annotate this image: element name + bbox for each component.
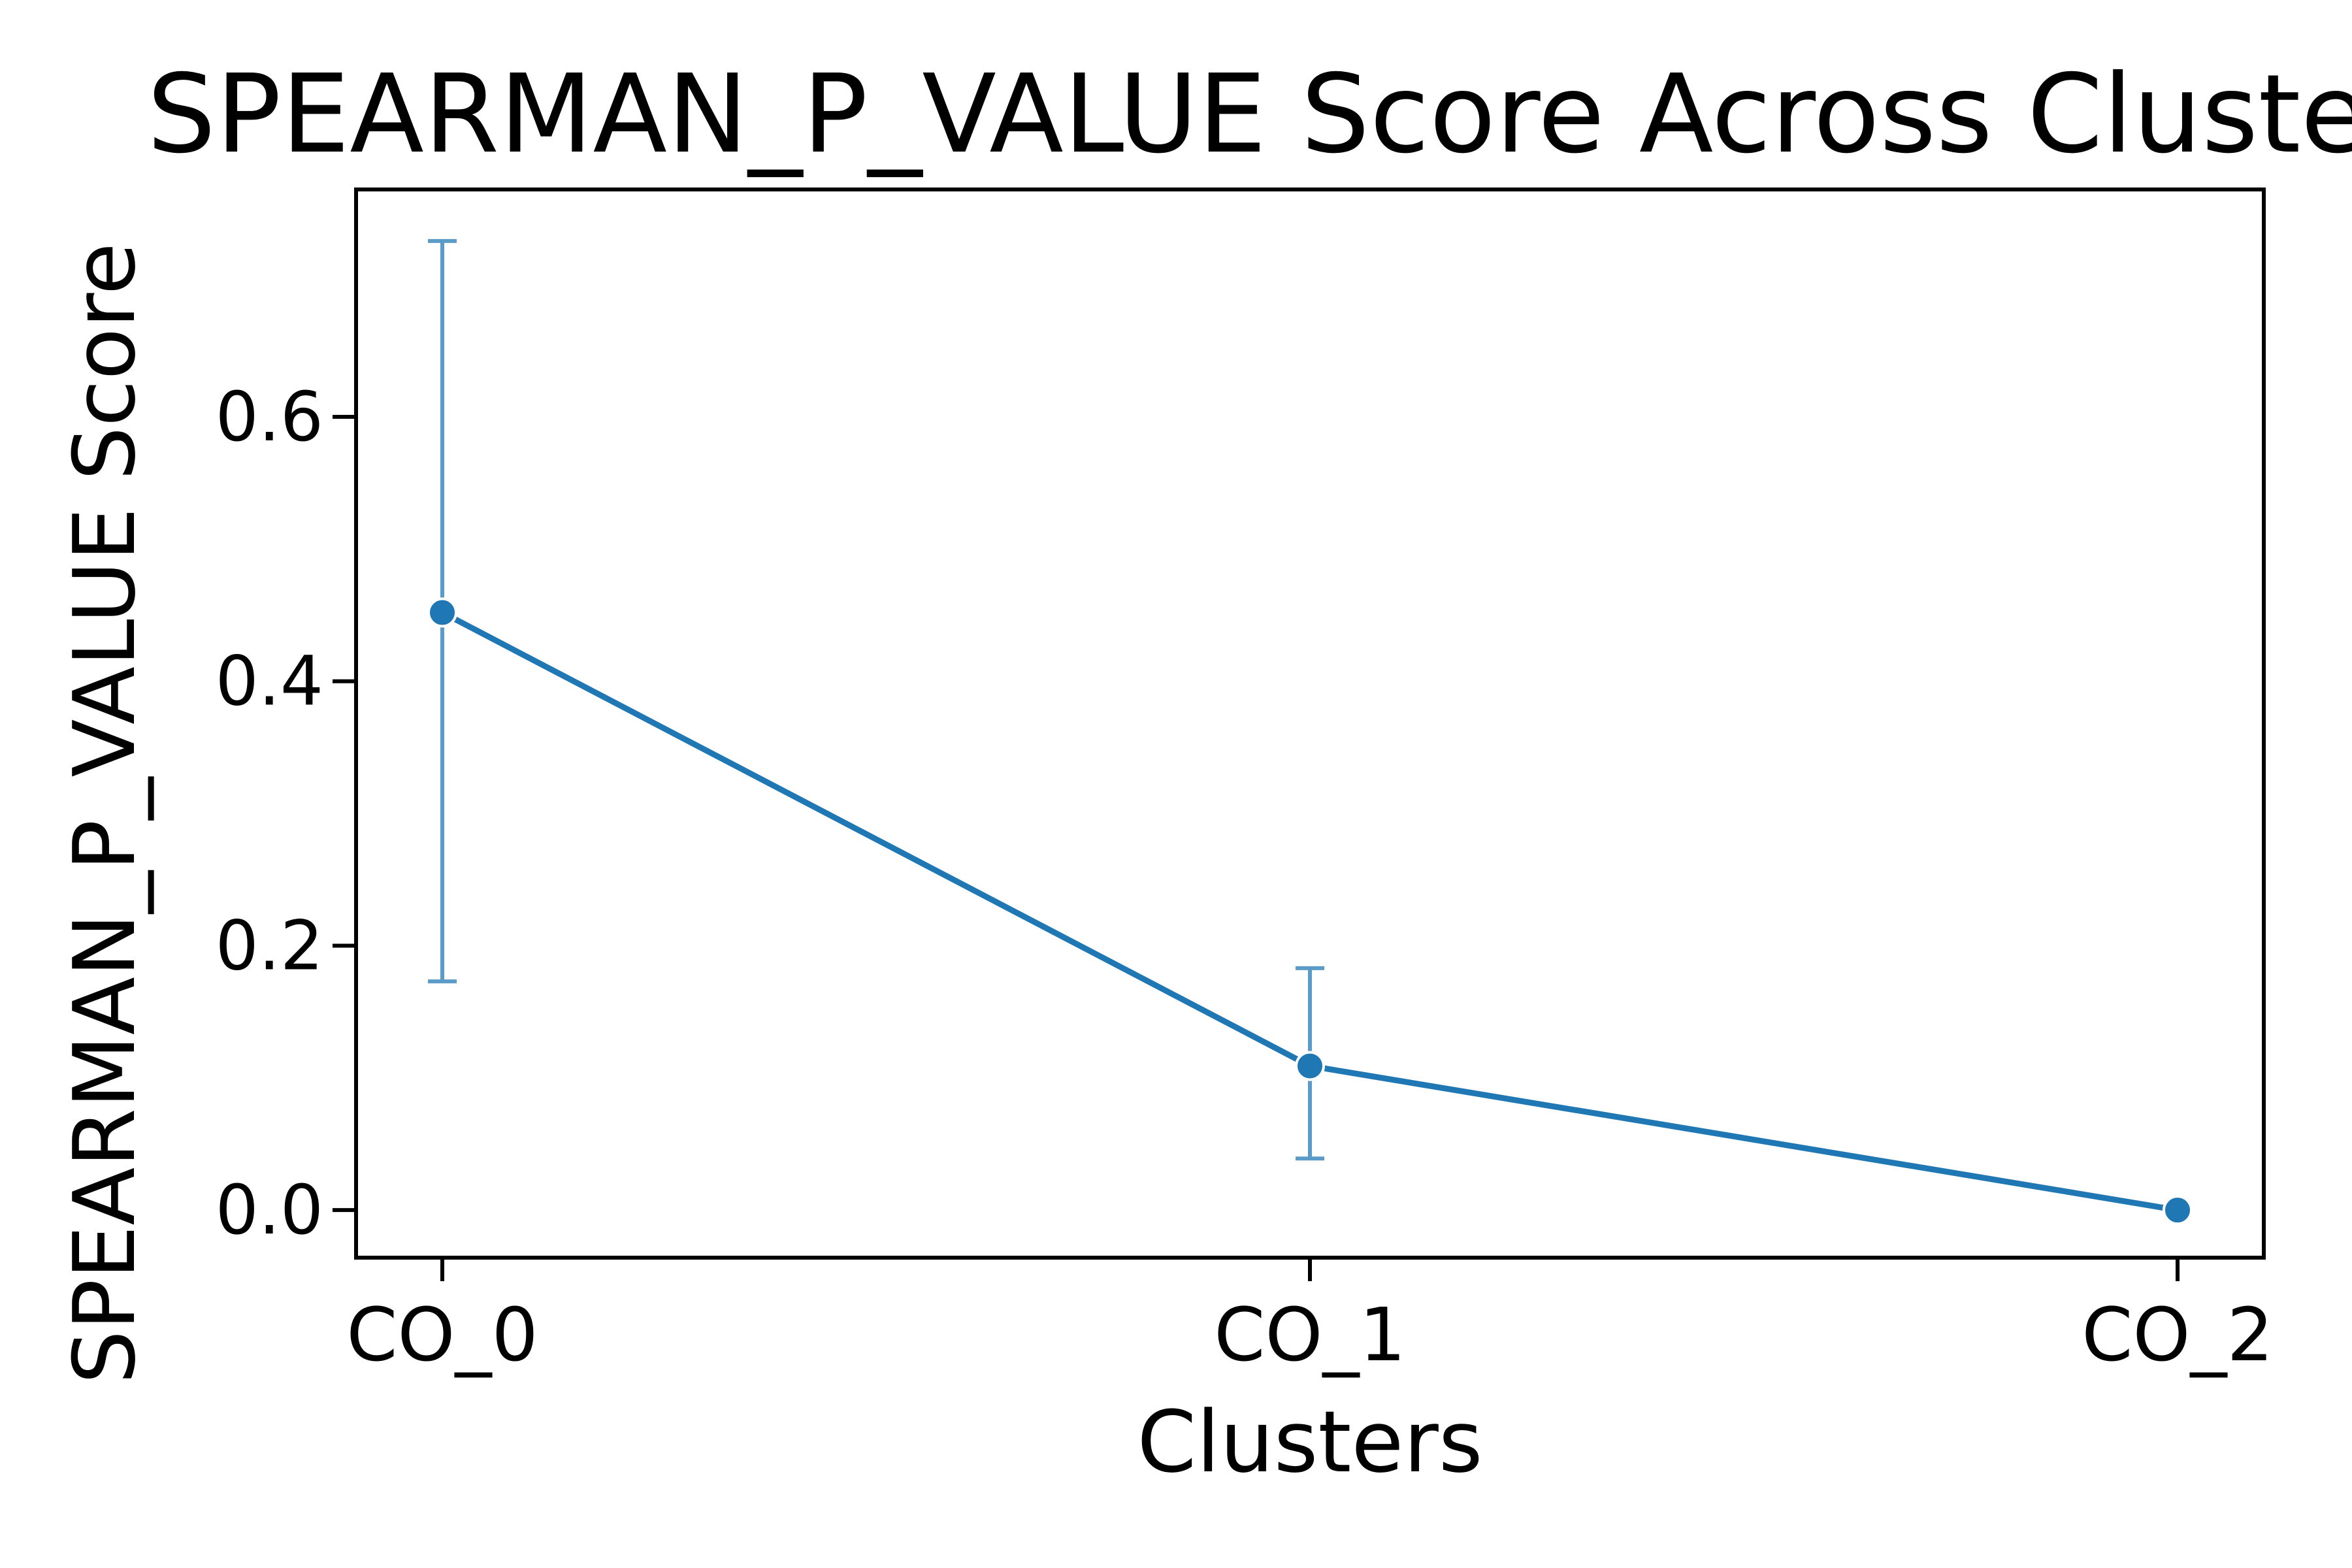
y-tick-label-3: 0.6 [216, 377, 323, 457]
y-axis-label: SPEARMAN_P_VALUE Score [55, 242, 154, 1384]
chart-title: SPEARMAN_P_VALUE Score Across Clusters [147, 52, 2352, 178]
data-point-2 [2163, 1195, 2193, 1226]
y-tick-label-1: 0.2 [216, 906, 323, 985]
plot-area: 0.0 0.2 0.4 0.6 CO_0 CO_1 CO_2 [216, 188, 2274, 1378]
x-tick-label-1: CO_1 [1214, 1293, 1406, 1378]
y-tick-label-0: 0.0 [216, 1170, 323, 1250]
y-tick-label-2: 0.4 [216, 642, 323, 721]
data-point-1 [1295, 1051, 1325, 1081]
x-tick-label-2: CO_2 [2082, 1293, 2274, 1378]
data-point-0 [427, 597, 457, 628]
x-axis-label: Clusters [1137, 1392, 1482, 1492]
x-tick-label-0: CO_0 [346, 1293, 538, 1378]
